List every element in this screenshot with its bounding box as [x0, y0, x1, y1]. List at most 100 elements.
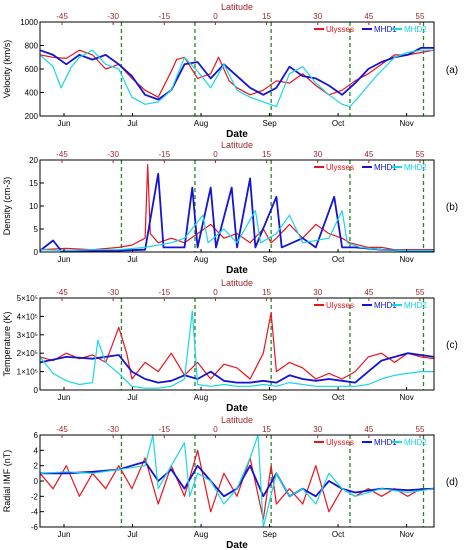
- lat-tick-label: 15: [262, 425, 271, 434]
- panel-label: (c): [446, 340, 458, 351]
- series-line-mhd1: [40, 172, 434, 252]
- series-line-ulysses: [40, 164, 434, 251]
- lat-tick-label: -30: [107, 12, 119, 21]
- x-tick-label: Oct: [332, 393, 345, 402]
- y-tick-label: 10: [29, 202, 38, 211]
- lat-tick-label: 30: [313, 288, 322, 297]
- x-tick-label: Aug: [194, 255, 208, 264]
- series-group: [40, 310, 434, 389]
- series-group: [40, 435, 434, 527]
- series-line-mhd2: [40, 49, 434, 108]
- lat-tick-label: -45: [56, 150, 68, 159]
- lat-tick-label: 15: [262, 288, 271, 297]
- y-tick-label: 800: [25, 42, 39, 51]
- x-tick-label: Jul: [127, 530, 137, 539]
- y-tick-label: 2×10⁵: [17, 349, 38, 358]
- y-tick-label: 6: [34, 431, 39, 440]
- series-line-mhd1: [40, 352, 434, 384]
- y-tick-label: 5: [34, 225, 39, 234]
- x-axis-title: Date: [226, 265, 248, 276]
- lat-tick-label: 0: [213, 150, 218, 159]
- panel-label: (d): [446, 477, 458, 488]
- panel-label: (a): [446, 65, 458, 76]
- lat-tick-label: 0: [213, 425, 218, 434]
- legend-entry-mhd2: MHD2: [404, 438, 427, 447]
- lat-tick-label: -30: [107, 288, 119, 297]
- series-group: [40, 47, 434, 108]
- lat-tick-label: -30: [107, 150, 119, 159]
- series-line-ulysses: [40, 49, 434, 98]
- y-tick-label: 200: [25, 112, 39, 121]
- lat-tick-label: 30: [313, 150, 322, 159]
- lat-tick-label: 45: [364, 425, 373, 434]
- x-tick-label: Jul: [127, 255, 137, 264]
- series-line-mhd2: [40, 435, 434, 527]
- panel-label: (b): [446, 202, 458, 213]
- legend-entry-mhd2: MHD2: [404, 301, 427, 310]
- y-axis-title: Velocity (km/s): [2, 40, 12, 99]
- panel-2: 0 5 10 15 20 Jun Jul Aug Sep Oct Nov -45 -30 -15 0 15 30…: [2, 140, 458, 276]
- lat-tick-label: 55: [416, 425, 425, 434]
- y-tick-label: 0: [34, 386, 39, 395]
- x-tick-label: Nov: [399, 119, 413, 128]
- y-tick-label: 400: [25, 89, 39, 98]
- x-tick-label: Sep: [262, 530, 277, 539]
- y-tick-label: 4×10⁵: [17, 312, 38, 321]
- x-tick-label: Nov: [399, 393, 413, 402]
- x-tick-label: Sep: [262, 119, 277, 128]
- x-tick-label: Sep: [262, 255, 277, 264]
- y-tick-label: 1×10⁵: [17, 368, 38, 377]
- x-tick-label: Oct: [332, 530, 345, 539]
- y-tick-label: 3×10⁵: [17, 331, 38, 340]
- y-tick-label: -2: [31, 492, 39, 501]
- legend-entry-mhd2: MHD2: [404, 163, 427, 172]
- series-line-mhd1: [40, 47, 434, 101]
- x-tick-label: Jun: [58, 255, 71, 264]
- x-tick-label: Aug: [194, 119, 208, 128]
- y-tick-label: 600: [25, 65, 39, 74]
- latitude-axis-title: Latitude: [221, 2, 253, 12]
- lat-tick-label: -15: [159, 288, 171, 297]
- y-tick-label: 4: [34, 446, 39, 455]
- series-group: [40, 164, 434, 252]
- y-axis-title: Temperature (K): [2, 311, 12, 376]
- lat-tick-label: -15: [159, 150, 171, 159]
- lat-tick-label: 15: [262, 150, 271, 159]
- lat-tick-label: -45: [56, 425, 68, 434]
- x-axis-title: Date: [226, 540, 248, 550]
- x-tick-label: Nov: [399, 530, 413, 539]
- lat-tick-label: 55: [416, 12, 425, 21]
- legend-entry-mhd1: MHD1: [374, 438, 397, 447]
- x-axis-title: Date: [226, 129, 248, 140]
- panel-1: 200 400 600 800 1000 Jun Jul Aug Sep Oct Nov -45 -30…: [2, 2, 458, 140]
- legend-entry-mhd2: MHD2: [404, 25, 427, 34]
- lat-tick-label: 55: [416, 150, 425, 159]
- latitude-axis-title: Latitude: [221, 140, 253, 150]
- plot-frame: [39, 297, 435, 391]
- x-tick-label: Jul: [127, 393, 137, 402]
- y-tick-label: -6: [31, 523, 39, 532]
- legend-entry-ulysses: Ulysses: [326, 25, 354, 34]
- x-tick-label: Aug: [194, 393, 208, 402]
- legend-entry-ulysses: Ulysses: [326, 438, 354, 447]
- lat-tick-label: -15: [159, 12, 171, 21]
- series-line-ulysses: [40, 449, 434, 520]
- series-line-ulysses: [40, 312, 434, 380]
- legend-entry-mhd1: MHD1: [374, 163, 397, 172]
- x-tick-label: Jun: [58, 393, 71, 402]
- y-tick-label: 1000: [20, 18, 38, 27]
- latitude-axis-title: Latitude: [221, 278, 253, 288]
- x-tick-label: Nov: [399, 255, 413, 264]
- y-tick-label: 20: [29, 156, 38, 165]
- lat-tick-label: -45: [56, 12, 68, 21]
- panel-4: -6 -4 -2 0 2 4 6 Jun Jul Aug Sep Oct Nov -45 -30 -15 0 15…: [2, 415, 458, 550]
- y-axis-title: Density (cm-3): [2, 177, 12, 236]
- lat-tick-label: 55: [416, 288, 425, 297]
- lat-tick-label: -45: [56, 288, 68, 297]
- series-line-mhd2: [40, 310, 434, 389]
- x-tick-label: Jun: [58, 530, 71, 539]
- y-tick-label: 0: [34, 248, 39, 257]
- y-axis-title: Radial IMF (nT): [2, 450, 12, 513]
- latitude-axis-title: Latitude: [221, 415, 253, 425]
- x-axis-title: Date: [226, 403, 248, 414]
